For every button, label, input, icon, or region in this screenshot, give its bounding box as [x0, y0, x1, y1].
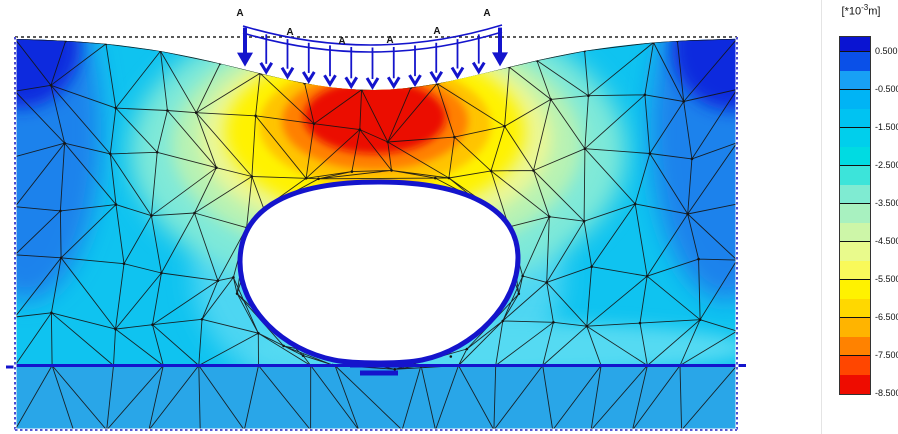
legend-color-segment	[840, 280, 870, 299]
load-arrowhead-icon	[450, 66, 465, 80]
legend-color-segment	[840, 261, 870, 280]
legend-color-segment	[840, 37, 870, 52]
legend-color-segment	[840, 337, 870, 356]
legend-tick-label: -7.500	[875, 350, 898, 360]
load-system-label: A	[286, 27, 293, 38]
load-arrowhead-icon	[344, 76, 359, 90]
load-arrowhead-icon	[471, 61, 486, 75]
legend-tick-label: -4.500	[875, 236, 898, 246]
legend-unit-label: [*10-3m]	[826, 3, 896, 18]
legend-unit-exponent: -3	[861, 3, 869, 12]
legend-color-segment	[840, 242, 870, 261]
legend-color-segment	[840, 223, 870, 242]
load-system-label: A	[236, 8, 243, 19]
legend-color-segment	[840, 128, 870, 147]
legend-tick-label: -1.500	[875, 122, 898, 132]
legend-tick-label: -0.500	[875, 84, 898, 94]
legend-color-segment	[840, 166, 870, 185]
legend-color-segment	[840, 204, 870, 223]
load-arrowhead-icon	[323, 74, 337, 88]
load-arrowhead-icon	[429, 70, 444, 84]
legend-tick-label: -3.500	[875, 198, 898, 208]
legend-tick-label: -2.500	[875, 160, 898, 170]
legend-color-segment	[840, 299, 870, 318]
legend-tick-label: -8.500	[875, 388, 898, 398]
load-arrowhead-icon	[408, 74, 422, 87]
legend-unit-suffix: m]	[868, 5, 881, 18]
legend-color-segment	[840, 185, 870, 204]
legend-color-segment	[840, 375, 870, 394]
legend-tick-labels: 0.500 -0.500 -1.500 -2.500 -3.500 -4.500 -5.50…	[875, 36, 898, 400]
load-arrowhead-icon	[237, 52, 253, 67]
load-system-label: A	[483, 8, 490, 19]
load-arrowhead-icon	[386, 76, 401, 90]
legend-tick-label: 0.500	[875, 46, 898, 56]
legend-color-segment	[840, 52, 870, 71]
legend-unit-prefix: [*10	[841, 5, 862, 18]
load-system-label: A	[386, 35, 393, 46]
legend-color-segment	[840, 147, 870, 166]
load-arrowhead-icon	[365, 77, 380, 90]
load-arrowhead-icon	[280, 66, 295, 80]
load-arrowhead-icon	[259, 62, 274, 75]
load-arrowhead-icon	[301, 71, 316, 84]
load-system-label: A	[338, 36, 345, 47]
legend-color-segment	[840, 318, 870, 337]
legend-color-segment	[840, 109, 870, 128]
legend-color-segment	[840, 90, 870, 109]
model-boundary	[13, 35, 739, 432]
legend-panel-divider	[821, 0, 822, 434]
load-system-label: A	[433, 26, 440, 37]
anchor-symbol	[350, 361, 404, 376]
load-arrowhead-icon	[492, 52, 508, 67]
legend-color-segment	[840, 71, 870, 90]
tunnel-outline	[237, 179, 521, 366]
surface-load	[237, 24, 508, 90]
legend-tick-label: -6.500	[875, 312, 898, 322]
legend-tick-label: -5.500	[875, 274, 898, 284]
legend-color-segment	[840, 356, 870, 375]
legend-colorbar	[839, 36, 871, 395]
